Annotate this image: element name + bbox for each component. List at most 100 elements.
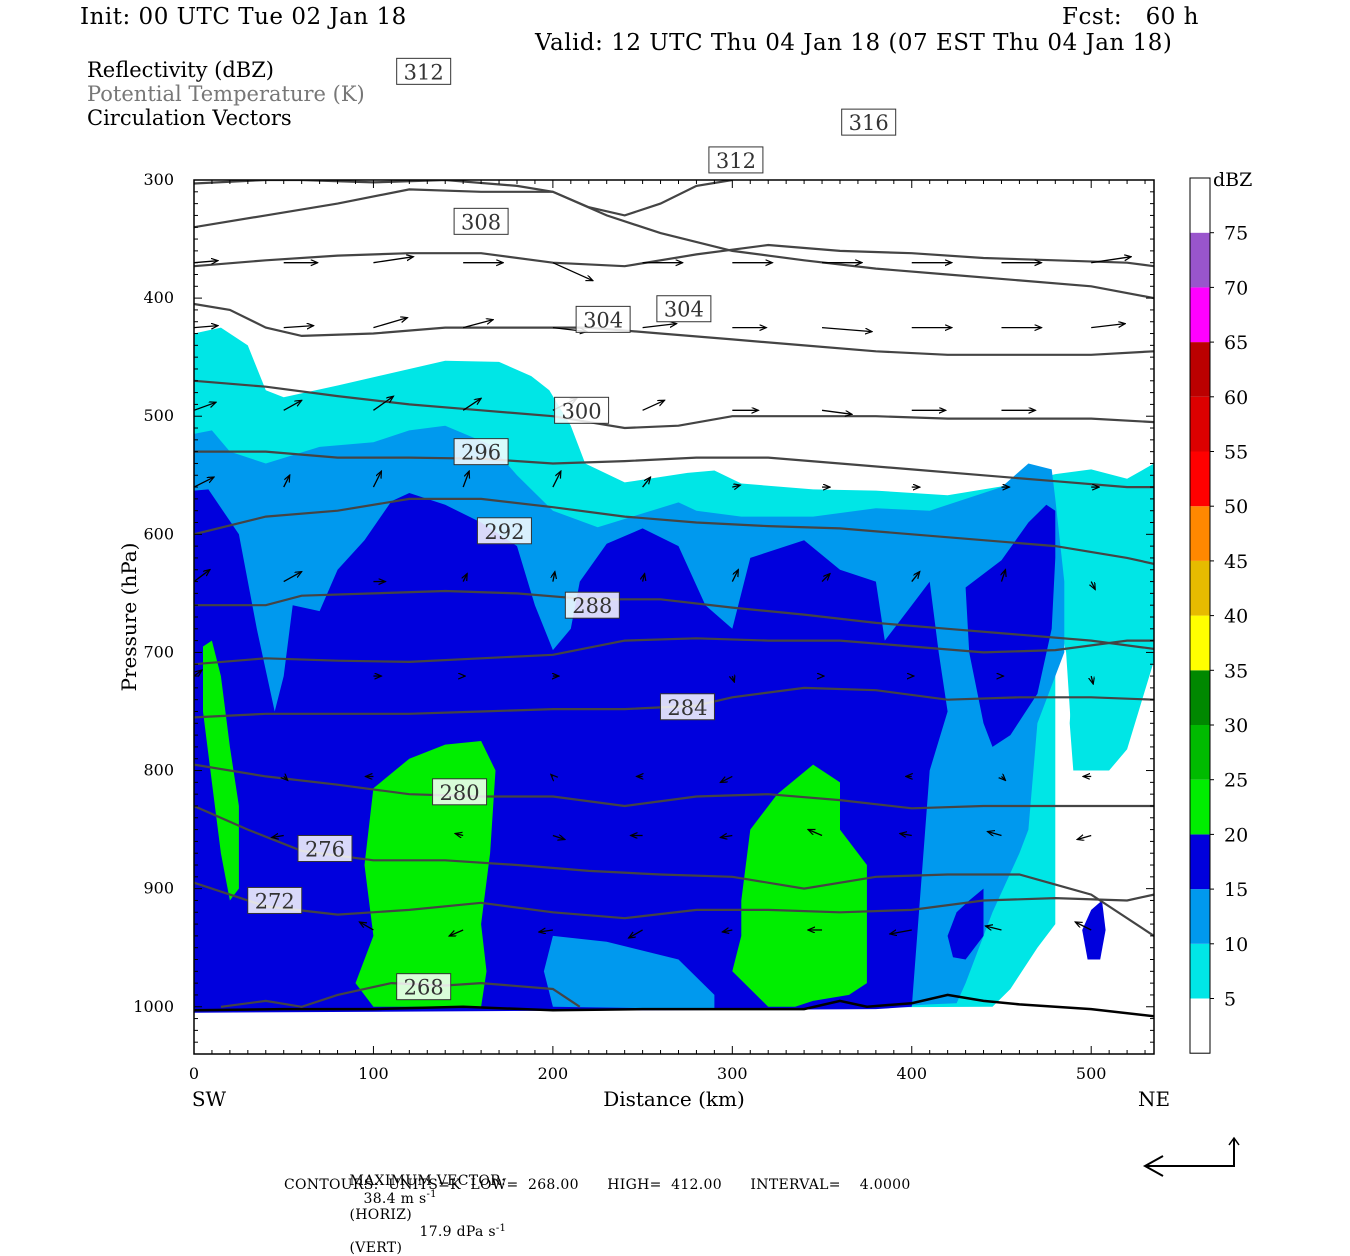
theta-label-272: 272 — [255, 889, 295, 913]
circulation-vector — [194, 477, 214, 488]
valid-time-label: Valid: 12 UTC Thu 04 Jan 18 (07 EST Thu … — [535, 30, 1173, 56]
colorbar-level-label: 5 — [1224, 989, 1236, 1011]
circulation-vector — [642, 477, 651, 488]
circulation-vector — [539, 930, 553, 932]
theta-label-box-312 — [708, 146, 764, 174]
theta-contour-272 — [194, 881, 1154, 920]
circulation-vector — [1091, 581, 1095, 590]
colorbar-segment — [1190, 670, 1210, 725]
circulation-vector — [372, 471, 381, 488]
theta-contour-300 — [194, 450, 1154, 489]
circulation-vector — [731, 570, 738, 582]
colorbar-segment — [1190, 725, 1210, 780]
colorbar-level-label: 70 — [1224, 277, 1248, 299]
theta-label-box-272 — [247, 886, 303, 914]
theta-contour-268 — [220, 981, 581, 1008]
theta-label-304: 304 — [664, 298, 704, 322]
circulation-vector — [284, 776, 288, 780]
circulation-vector — [272, 836, 284, 838]
colorbar-level-label: 55 — [1224, 442, 1248, 464]
y-axis-title: Pressure (hPa) — [117, 543, 141, 692]
colorbar-level-label: 60 — [1224, 387, 1248, 409]
circulation-vector — [1001, 776, 1005, 780]
max-vector-label: MAXIMUM VECTOR: — [349, 1173, 506, 1189]
max-vector-horiz: 38.4 m s — [363, 1190, 427, 1207]
vert-tag: (VERT) — [349, 1240, 403, 1256]
horiz-tag: (HORIZ) — [349, 1206, 413, 1223]
circulation-vector — [359, 922, 374, 931]
colorbar-segment — [1190, 506, 1210, 561]
field-label-reflectivity: Reflectivity (dBZ) — [87, 58, 275, 82]
theta-label-292: 292 — [484, 520, 524, 544]
colorbar-segment — [1190, 178, 1210, 233]
theta-label-316: 316 — [849, 111, 889, 135]
circulation-vector — [629, 929, 643, 938]
colorbar-level-label: 65 — [1224, 332, 1248, 354]
theta-contour-312 — [194, 188, 1154, 300]
max-vector-note: MAXIMUM VECTOR: 38.4 m s-1 (HORIZ) 17.9 … — [340, 1157, 506, 1256]
circulation-vector — [1091, 257, 1131, 264]
theta-contour-292 — [194, 589, 1154, 650]
y-tick-label: 1000 — [133, 997, 174, 1016]
max-vector-vert: 17.9 dPa s — [419, 1224, 496, 1241]
circulation-vector — [732, 676, 734, 682]
colorbar-segment — [1190, 834, 1210, 890]
reflectivity-region-15-dbz — [965, 504, 1056, 747]
colorbar-level-label: 45 — [1224, 551, 1248, 573]
colorbar-segment — [1190, 615, 1210, 671]
theta-label-300: 300 — [562, 399, 602, 423]
colorbar-segment — [1190, 232, 1210, 288]
theta-label-276: 276 — [305, 837, 345, 861]
terrain-line — [194, 993, 1154, 1018]
theta-label-box-296 — [453, 438, 509, 466]
colorbar-title: dBZ — [1213, 169, 1252, 191]
x-axis-title: Distance (km) — [603, 1087, 745, 1111]
theta-label-box-292 — [476, 517, 532, 545]
circulation-vector — [911, 572, 920, 582]
theta-contour-280 — [194, 763, 1154, 810]
theta-label-312: 312 — [404, 60, 444, 84]
circulation-vector — [722, 930, 733, 932]
circulation-vector — [1091, 675, 1093, 684]
theta-label-box-300 — [554, 396, 610, 424]
circulation-vector — [1001, 570, 1005, 582]
circulation-vector — [194, 326, 218, 328]
contour-info: CONTOURS: UNITS=K LOW= 268.00 HIGH= 412.… — [284, 1177, 911, 1193]
circulation-vector — [373, 318, 407, 329]
reflectivity-region-15-dbz — [947, 888, 984, 960]
circulation-vector — [283, 572, 302, 583]
colorbar-level-label: 75 — [1224, 223, 1248, 245]
circulation-vector — [1075, 922, 1092, 931]
circulation-vector — [194, 670, 202, 676]
theta-label-box-276 — [297, 834, 353, 862]
circulation-vector — [462, 471, 469, 488]
colorbar-level-label: 20 — [1224, 824, 1248, 846]
theta-label-box-304 — [656, 295, 712, 323]
theta-label-296: 296 — [461, 441, 501, 465]
colorbar-level-label: 15 — [1224, 879, 1248, 901]
theta-contour-320 — [194, 180, 733, 217]
x-end-label-left: SW — [192, 1087, 227, 1111]
colorbar-level-label: 10 — [1224, 934, 1248, 956]
x-tick-label: 0 — [189, 1064, 199, 1083]
circulation-vector — [900, 834, 912, 836]
colorbar-level-label: 35 — [1224, 660, 1248, 682]
theta-label-box-316 — [841, 108, 897, 136]
colorbar-segment — [1190, 287, 1210, 343]
colorbar-segment — [1190, 889, 1210, 944]
circulation-vector — [552, 471, 561, 488]
field-label-vectors: Circulation Vectors — [87, 106, 292, 130]
x-tick-label: 500 — [1076, 1064, 1107, 1083]
colorbar-segment — [1190, 779, 1210, 835]
field-label-theta: Potential Temperature (K) — [87, 82, 365, 106]
circulation-vector — [283, 475, 290, 488]
theta-label-box-308 — [453, 207, 509, 235]
theta-label-284: 284 — [667, 696, 707, 720]
y-tick-label: 300 — [143, 170, 174, 189]
circulation-vector — [890, 930, 912, 934]
circulation-vector — [821, 326, 872, 332]
colorbar-segment — [1190, 342, 1210, 397]
theta-contour-288 — [194, 637, 1154, 666]
colorbar-level-label: 25 — [1224, 770, 1248, 792]
colorbar-segment — [1190, 396, 1210, 452]
